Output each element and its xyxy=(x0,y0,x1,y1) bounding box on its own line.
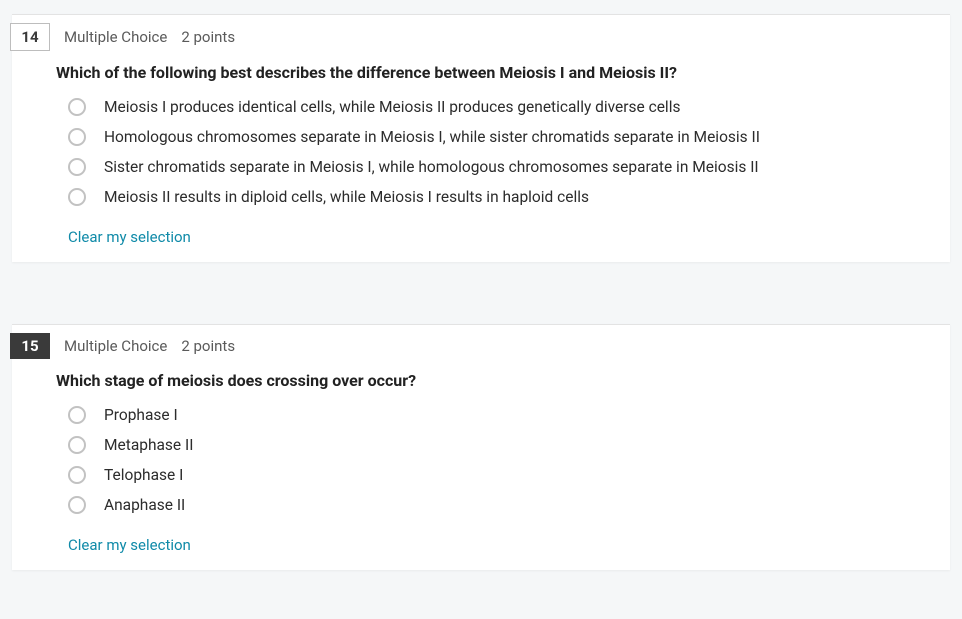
option-row[interactable]: Sister chromatids separate in Meiosis I,… xyxy=(68,152,932,182)
option-label: Metaphase II xyxy=(104,436,193,454)
question-number-badge: 14 xyxy=(10,23,50,51)
question-block: 15 Multiple Choice 2 points Which stage … xyxy=(12,324,950,570)
option-label: Meiosis I produces identical cells, whil… xyxy=(104,98,680,116)
question-stem: Which stage of meiosis does crossing ove… xyxy=(12,367,950,400)
radio-icon[interactable] xyxy=(68,158,86,176)
question-number-badge: 15 xyxy=(10,333,50,359)
option-row[interactable]: Meiosis I produces identical cells, whil… xyxy=(68,92,932,122)
option-row[interactable]: Metaphase II xyxy=(68,430,932,460)
option-row[interactable]: Meiosis II results in diploid cells, whi… xyxy=(68,182,932,212)
question-points-label: 2 points xyxy=(181,337,235,355)
clear-selection-link[interactable]: Clear my selection xyxy=(12,526,950,570)
radio-icon[interactable] xyxy=(68,188,86,206)
question-stem: Which of the following best describes th… xyxy=(12,59,950,92)
option-row[interactable]: Homologous chromosomes separate in Meios… xyxy=(68,122,932,152)
question-header: 15 Multiple Choice 2 points xyxy=(12,325,950,367)
option-label: Meiosis II results in diploid cells, whi… xyxy=(104,188,589,206)
radio-icon[interactable] xyxy=(68,436,86,454)
option-label: Homologous chromosomes separate in Meios… xyxy=(104,128,760,146)
question-type-label: Multiple Choice xyxy=(64,28,167,46)
question-points-label: 2 points xyxy=(181,28,235,46)
option-label: Sister chromatids separate in Meiosis I,… xyxy=(104,158,759,176)
option-label: Telophase I xyxy=(104,466,183,484)
clear-selection-link[interactable]: Clear my selection xyxy=(12,218,950,262)
option-row[interactable]: Telophase I xyxy=(68,460,932,490)
radio-icon[interactable] xyxy=(68,466,86,484)
options-group: Prophase I Metaphase II Telophase I Anap… xyxy=(12,400,950,526)
option-row[interactable]: Prophase I xyxy=(68,400,932,430)
radio-icon[interactable] xyxy=(68,128,86,146)
radio-icon[interactable] xyxy=(68,98,86,116)
option-label: Prophase I xyxy=(104,406,178,424)
option-row[interactable]: Anaphase II xyxy=(68,490,932,520)
options-group: Meiosis I produces identical cells, whil… xyxy=(12,92,950,218)
spacer xyxy=(0,282,962,310)
question-type-label: Multiple Choice xyxy=(64,337,167,355)
radio-icon[interactable] xyxy=(68,406,86,424)
question-block: 14 Multiple Choice 2 points Which of the… xyxy=(12,14,950,262)
question-header: 14 Multiple Choice 2 points xyxy=(12,15,950,59)
option-label: Anaphase II xyxy=(104,496,185,514)
radio-icon[interactable] xyxy=(68,496,86,514)
